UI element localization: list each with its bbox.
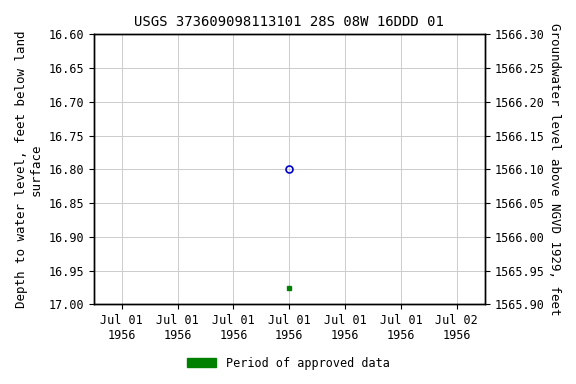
Legend: Period of approved data: Period of approved data [182, 352, 394, 374]
Title: USGS 373609098113101 28S 08W 16DDD 01: USGS 373609098113101 28S 08W 16DDD 01 [134, 15, 444, 29]
Y-axis label: Depth to water level, feet below land
surface: Depth to water level, feet below land su… [15, 31, 43, 308]
Y-axis label: Groundwater level above NGVD 1929, feet: Groundwater level above NGVD 1929, feet [548, 23, 561, 316]
